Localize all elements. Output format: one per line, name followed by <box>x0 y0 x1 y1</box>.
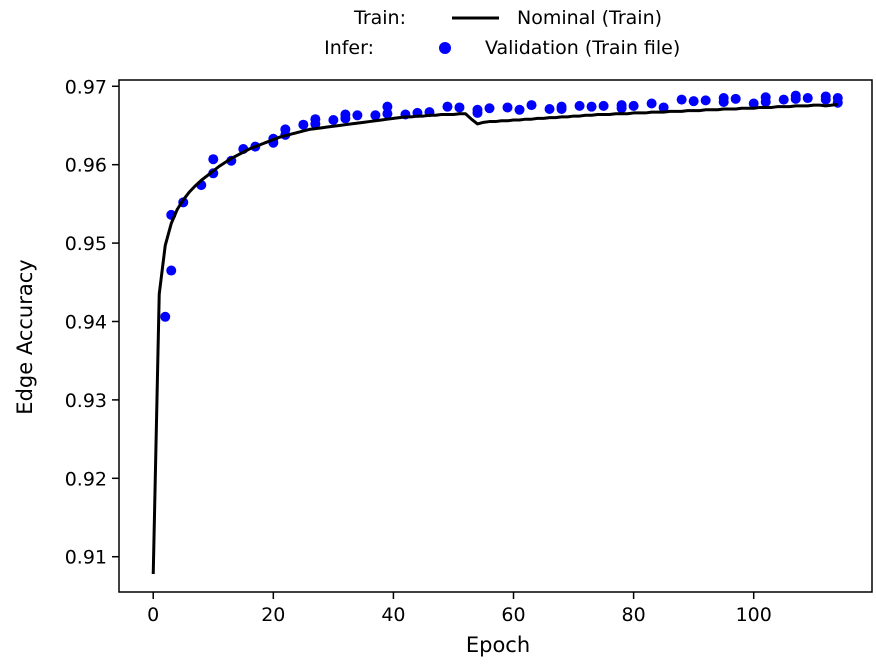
validation-point <box>382 108 393 119</box>
plot-frame <box>118 79 873 593</box>
validation-point <box>352 110 363 121</box>
validation-point <box>514 104 525 115</box>
series-layer <box>151 90 843 575</box>
y-axis: 0.91 0.92 0.93 0.94 0.95 0.96 0.97 <box>65 76 119 569</box>
legend-dot-marker <box>439 42 451 54</box>
validation-point <box>328 114 339 125</box>
y-tick-label: 0.92 <box>65 468 107 490</box>
x-tick-label: 0 <box>147 604 159 626</box>
validation-point <box>298 119 309 130</box>
y-tick-label: 0.93 <box>65 390 107 412</box>
validation-point <box>574 100 585 111</box>
validation-point <box>370 110 381 121</box>
legend: Train: Nominal (Train) Infer: Validation… <box>324 7 680 59</box>
validation-point <box>454 102 465 113</box>
validation-point <box>160 311 171 322</box>
x-tick-label: 60 <box>501 604 525 626</box>
x-axis: 0 20 40 60 80 100 <box>147 592 772 626</box>
validation-point <box>748 98 759 109</box>
validation-point <box>688 96 699 107</box>
validation-point <box>760 92 771 103</box>
y-tick-label: 0.94 <box>65 311 107 333</box>
validation-point <box>778 94 789 105</box>
y-tick-label: 0.95 <box>65 233 107 255</box>
validation-point <box>442 101 453 112</box>
validation-point <box>502 102 513 113</box>
validation-point <box>832 93 843 104</box>
x-axis-label: Epoch <box>466 633 530 657</box>
y-tick-label: 0.97 <box>65 76 107 98</box>
validation-point <box>544 104 555 115</box>
legend-group-label-infer: Infer: <box>324 37 374 59</box>
validation-point <box>628 100 639 111</box>
validation-point <box>382 101 393 112</box>
validation-point <box>310 114 321 125</box>
validation-point <box>802 93 813 104</box>
validation-point <box>166 265 177 276</box>
validation-point <box>820 91 831 102</box>
validation-point <box>484 103 495 114</box>
validation-point <box>556 101 567 112</box>
validation-point <box>526 100 537 111</box>
x-tick-label: 40 <box>381 604 405 626</box>
validation-point <box>616 100 627 111</box>
y-axis-label: Edge Accuracy <box>13 259 37 414</box>
validation-point <box>340 109 351 120</box>
validation-point <box>790 90 801 101</box>
validation-point <box>280 124 291 135</box>
validation-point <box>700 95 711 106</box>
x-tick-label: 80 <box>622 604 646 626</box>
validation-point <box>472 104 483 115</box>
validation-point <box>676 94 687 105</box>
validation-point <box>718 93 729 104</box>
x-tick-label: 20 <box>261 604 285 626</box>
validation-point <box>586 101 597 112</box>
validation-point <box>598 100 609 111</box>
nominal-train-line <box>151 102 838 575</box>
validation-point <box>730 93 741 104</box>
validation-point <box>208 154 219 165</box>
validation-point <box>658 102 669 113</box>
legend-group-label-train: Train: <box>353 7 406 29</box>
y-tick-label: 0.96 <box>65 155 107 177</box>
y-tick-label: 0.91 <box>65 547 107 569</box>
legend-entry-nominal-train: Nominal (Train) <box>517 7 662 29</box>
x-tick-label: 100 <box>736 604 772 626</box>
legend-entry-validation: Validation (Train file) <box>485 37 680 59</box>
validation-point <box>646 98 657 109</box>
